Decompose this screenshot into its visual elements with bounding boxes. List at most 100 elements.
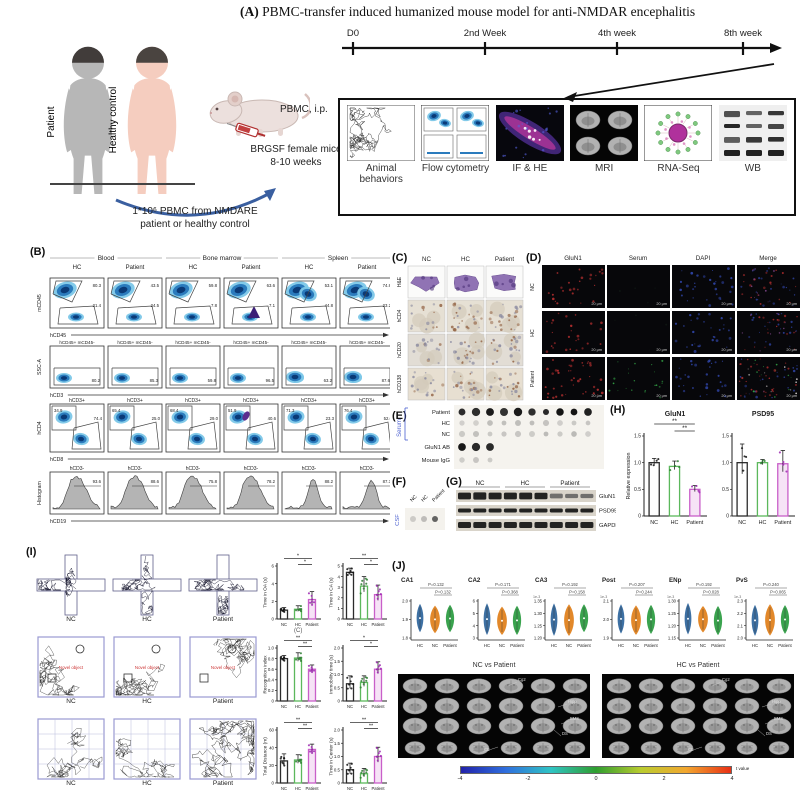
svg-text:29.0: 29.0	[210, 416, 219, 421]
svg-text:CA2: CA2	[468, 577, 481, 584]
mri-montage: Cg2 Hipp BMS DS CE	[602, 674, 794, 758]
svg-text:4th week: 4th week	[598, 28, 636, 39]
svg-text:1.0: 1.0	[334, 754, 341, 759]
svg-text:0: 0	[272, 617, 275, 622]
svg-text:40.6: 40.6	[268, 416, 277, 421]
svg-text:HC: HC	[521, 480, 530, 487]
svg-text:0.4: 0.4	[268, 678, 275, 683]
svg-text:59.8: 59.8	[209, 283, 218, 288]
svg-text:hCD45+ mCD45-: hCD45+ mCD45-	[291, 340, 327, 345]
svg-text:NC: NC	[432, 643, 438, 648]
svg-text:1.20: 1.20	[668, 623, 677, 628]
svg-text:20 μm: 20 μm	[721, 302, 732, 306]
violin-plot-post: Post P=0.207 P=0.244 2.1 2.0 1.9 1e-3 HC NC Patie…	[600, 577, 659, 648]
svg-text:hCD8: hCD8	[50, 457, 63, 463]
svg-text:80.2: 80.2	[92, 378, 101, 383]
bar-chart-time-in-ca: 0 1 2 3 4 5 Time in CA (s) NC HC Patient ***	[329, 553, 387, 627]
mice-strain-label: BRGSF female mice	[250, 144, 342, 155]
svg-text:59.8: 59.8	[208, 378, 217, 383]
svg-text:21.4: 21.4	[93, 303, 102, 308]
violin-plot-ca2: CA2 P=0.171 P=0.368 6 5 4 3 HC NC Patient	[468, 577, 525, 648]
svg-text:Hipp: Hipp	[772, 699, 781, 704]
svg-text:1.5: 1.5	[634, 434, 641, 440]
transfer-note-line1: 1*10⁶ PBMC from NMDARE	[132, 206, 258, 217]
object-field-trace-patient: Novel object	[189, 636, 257, 698]
svg-text:CSF: CSF	[395, 514, 401, 526]
svg-text:Patient: Patient	[371, 704, 385, 709]
methods-box: Animal behaviors Flow cytometry IF & HE MRI…	[338, 98, 796, 216]
colorbar-tick: 4	[730, 776, 734, 782]
svg-text:DS: DS	[562, 731, 568, 736]
svg-text:Spleen: Spleen	[328, 255, 349, 262]
svg-text:74.4: 74.4	[94, 416, 103, 421]
svg-text:Patient: Patient	[126, 265, 145, 271]
svg-text:0: 0	[638, 514, 641, 520]
svg-text:60: 60	[269, 728, 274, 733]
svg-text:Patient: Patient	[530, 370, 536, 387]
trace-label: Patient	[212, 780, 234, 787]
svg-text:P=0.171: P=0.171	[495, 582, 511, 587]
svg-text:Post: Post	[602, 577, 615, 584]
svg-text:**: **	[303, 723, 308, 729]
svg-text:Patient: Patient	[432, 410, 450, 416]
csf-dot-blot: CSF NC HC Patient	[395, 488, 447, 530]
plus-maze-trace-patient	[188, 554, 258, 616]
violin-plot-enp: ENp P=0.192 P=0.028 1.30 1.25 1.20 1.15 1e-3 HC N…	[667, 577, 726, 648]
svg-text:HC: HC	[295, 704, 301, 709]
plus-maze-trace-hc	[112, 554, 182, 616]
svg-text:43.5: 43.5	[151, 283, 160, 288]
bar-chart-immobility-time: 0 0.5 1.0 1.5 2.0 Immobility time (s) NC HC Pati…	[329, 635, 387, 709]
svg-text:**: **	[369, 723, 374, 729]
svg-text:20 μm: 20 μm	[721, 394, 732, 398]
syringe-icon	[226, 122, 266, 138]
svg-text:hCD3+: hCD3+	[359, 398, 375, 404]
svg-text:44.8: 44.8	[325, 303, 334, 308]
svg-text:Patient: Patient	[711, 643, 725, 648]
open-field-trace-hc	[113, 718, 181, 780]
svg-text:51.9: 51.9	[228, 408, 237, 413]
svg-text:20 μm: 20 μm	[786, 394, 797, 398]
panel-g-label: (G)	[446, 476, 462, 488]
svg-text:P=0.132: P=0.132	[435, 590, 451, 595]
svg-text:HC: HC	[752, 643, 758, 648]
svg-text:Recognition index: Recognition index	[263, 655, 269, 694]
svg-text:D0: D0	[347, 28, 359, 39]
svg-text:HC: HC	[461, 256, 470, 263]
svg-text:20 μm: 20 μm	[656, 302, 667, 306]
svg-text:2.1: 2.1	[603, 599, 609, 604]
svg-text:hCD45+ mCD45-: hCD45+ mCD45-	[233, 340, 269, 345]
svg-text:88.2: 88.2	[325, 479, 334, 484]
svg-text:P=0.028: P=0.028	[703, 590, 719, 595]
rna-seq-thumbnail	[644, 105, 713, 161]
flow-cytometry-thumbnail	[421, 105, 490, 161]
svg-text:1.0: 1.0	[634, 460, 641, 466]
svg-text:HC: HC	[361, 786, 367, 791]
svg-text:HC: HC	[484, 643, 490, 648]
svg-text:Patient: Patient	[686, 520, 703, 526]
svg-text:87.6: 87.6	[382, 378, 390, 383]
svg-text:HC: HC	[671, 520, 679, 526]
svg-text:CE: CE	[688, 747, 694, 752]
mouse-icon	[209, 91, 310, 137]
svg-text:1.0: 1.0	[722, 460, 729, 466]
svg-text:HC: HC	[73, 265, 82, 271]
panel-i-sub-label: (C)	[294, 628, 303, 634]
svg-text:HC: HC	[417, 643, 423, 648]
svg-text:Time in OA (s): Time in OA (s)	[263, 577, 269, 608]
if-grid: GluN1 Serum DAPI Merge NC 20 μm 20 μm 20 μm 20 μ…	[530, 255, 800, 400]
svg-text:Serum: Serum	[397, 419, 403, 437]
method-label: Animal behaviors	[359, 163, 403, 185]
transfer-note-line2: patient or healthy control	[140, 219, 250, 230]
if-he-thumbnail-graphic	[495, 105, 564, 161]
svg-text:Patient: Patient	[242, 265, 261, 271]
svg-text:hCD3+: hCD3+	[69, 398, 85, 404]
svg-text:GluN1: GluN1	[665, 411, 686, 418]
svg-text:HC: HC	[551, 643, 557, 648]
serum-dot-blot: Serum Patient HC NC GluN1 AB Mouse IgG	[397, 405, 604, 469]
svg-text:1.15: 1.15	[668, 636, 677, 641]
svg-text:CA1: CA1	[401, 577, 414, 584]
svg-text:hCD45+ mCD45-: hCD45+ mCD45-	[175, 340, 211, 345]
svg-text:4: 4	[473, 623, 476, 628]
colorbar-tick: 2	[662, 776, 666, 782]
